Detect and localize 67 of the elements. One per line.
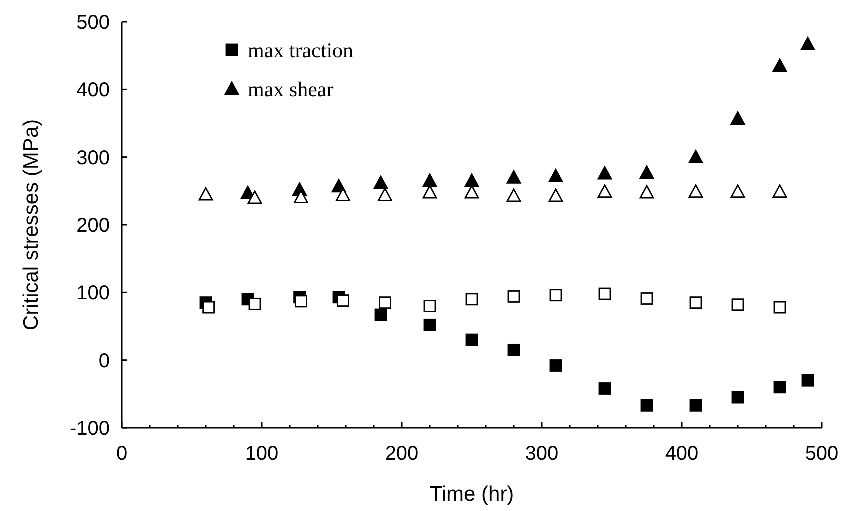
x-tick-label: 200 [385, 443, 419, 465]
point [508, 344, 520, 356]
point [248, 298, 262, 310]
y-tick-label: 0 [98, 350, 110, 372]
point [548, 188, 564, 202]
point [378, 188, 392, 202]
y-tick-label: 200 [76, 215, 110, 237]
point [688, 184, 704, 198]
point [295, 295, 308, 308]
point [772, 58, 788, 72]
y-tick-label: 500 [76, 12, 110, 34]
x-tick-label: 500 [805, 443, 839, 465]
point [598, 382, 612, 395]
point [800, 37, 816, 51]
point [774, 301, 786, 314]
point [202, 301, 215, 314]
point [640, 399, 654, 412]
point [598, 184, 612, 198]
x-tick-label: 300 [525, 443, 559, 465]
point [466, 293, 478, 306]
legend-label: max shear [248, 77, 334, 102]
point [337, 294, 350, 307]
point [688, 150, 704, 164]
point [506, 188, 522, 202]
point [422, 185, 438, 199]
y-tick-label: 400 [76, 80, 110, 102]
point [374, 176, 388, 190]
y-tick-label: 100 [76, 282, 110, 305]
y-axis-title: Critical stresses (MPa) [20, 119, 43, 331]
point [248, 190, 262, 204]
point [336, 188, 350, 202]
point [506, 170, 522, 184]
point [772, 184, 788, 198]
x-tick-label: 0 [116, 443, 128, 465]
point [730, 112, 746, 125]
point [640, 166, 654, 180]
point [379, 296, 392, 310]
point [464, 185, 480, 199]
point [598, 166, 612, 180]
point [802, 374, 814, 387]
point [730, 184, 746, 198]
point [550, 360, 562, 372]
point [640, 185, 654, 199]
point [732, 391, 744, 404]
point [424, 300, 436, 312]
point [374, 308, 388, 322]
point [424, 318, 436, 332]
point [690, 399, 702, 412]
point [598, 288, 612, 300]
y-tick-label: 300 [76, 147, 110, 170]
point [198, 187, 214, 201]
point [690, 296, 702, 310]
x-tick-label: 100 [245, 443, 279, 465]
point [508, 290, 520, 303]
legend-label: max traction [248, 38, 354, 62]
x-tick-label: 400 [665, 443, 699, 465]
point [548, 169, 564, 182]
point [774, 381, 786, 394]
point [294, 190, 308, 204]
point [640, 292, 654, 305]
point [422, 174, 438, 188]
point [550, 289, 562, 302]
x-axis-title: Time (hr) [430, 483, 514, 506]
point [732, 298, 744, 312]
y-tick-label: -100 [70, 418, 110, 440]
point [464, 174, 480, 188]
point [466, 334, 478, 346]
